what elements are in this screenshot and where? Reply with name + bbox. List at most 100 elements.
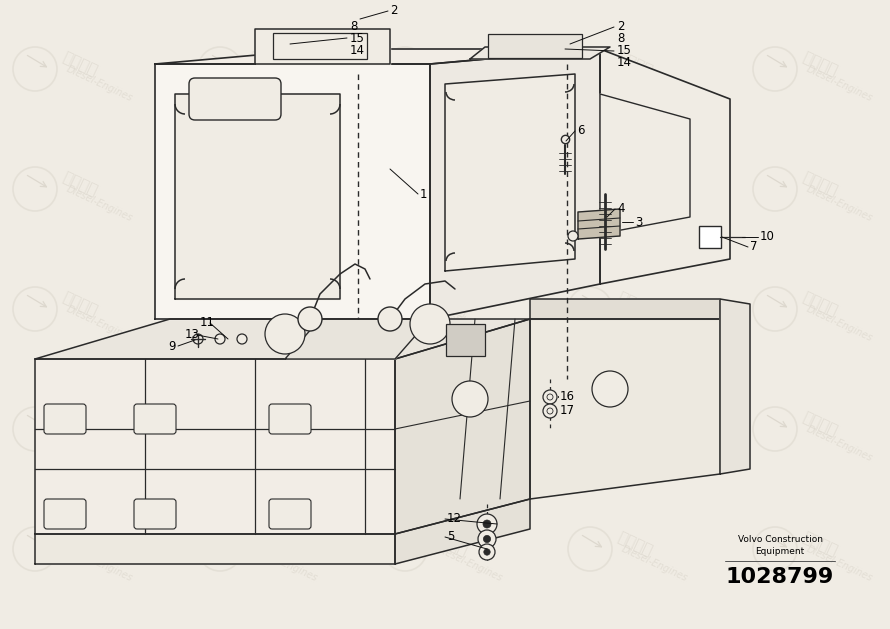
Circle shape (592, 371, 628, 407)
Text: 8: 8 (617, 33, 625, 45)
FancyBboxPatch shape (269, 499, 311, 529)
Text: Diesel-Engines: Diesel-Engines (805, 544, 875, 584)
Polygon shape (395, 319, 530, 534)
Text: 紫发动力: 紫发动力 (430, 289, 470, 318)
Polygon shape (175, 94, 340, 299)
Circle shape (298, 307, 322, 331)
Polygon shape (600, 49, 730, 284)
Text: 紫发动力: 紫发动力 (246, 289, 285, 318)
FancyBboxPatch shape (44, 404, 86, 434)
Circle shape (410, 304, 450, 344)
Circle shape (452, 381, 488, 417)
FancyBboxPatch shape (699, 226, 721, 248)
Circle shape (547, 408, 553, 414)
Text: 紫发动力: 紫发动力 (61, 169, 100, 199)
Text: Diesel-Engines: Diesel-Engines (65, 64, 134, 104)
Polygon shape (155, 49, 600, 64)
Text: 紫发动力: 紫发动力 (615, 289, 655, 318)
Text: Diesel-Engines: Diesel-Engines (65, 424, 134, 464)
Text: 紫发动力: 紫发动力 (246, 169, 285, 199)
Text: Diesel-Engines: Diesel-Engines (620, 184, 690, 224)
Text: 1028799: 1028799 (726, 567, 834, 587)
Text: Diesel-Engines: Diesel-Engines (805, 64, 875, 104)
Polygon shape (445, 74, 575, 271)
Text: 紫发动力: 紫发动力 (800, 289, 839, 318)
Text: Volvo Construction: Volvo Construction (738, 535, 822, 543)
Text: 2: 2 (390, 4, 398, 18)
Text: Diesel-Engines: Diesel-Engines (620, 424, 690, 464)
Text: 14: 14 (350, 43, 365, 57)
Text: 紫发动力: 紫发动力 (61, 289, 100, 318)
Text: Diesel-Engines: Diesel-Engines (250, 424, 320, 464)
Circle shape (547, 394, 553, 400)
FancyBboxPatch shape (44, 499, 86, 529)
Circle shape (265, 314, 305, 354)
FancyBboxPatch shape (488, 34, 582, 58)
FancyBboxPatch shape (134, 404, 176, 434)
Polygon shape (600, 94, 690, 234)
Polygon shape (35, 319, 530, 359)
Text: 紫发动力: 紫发动力 (615, 530, 655, 559)
Text: 紫发动力: 紫发动力 (61, 409, 100, 438)
Polygon shape (35, 359, 395, 534)
Text: Diesel-Engines: Diesel-Engines (250, 304, 320, 344)
Circle shape (543, 390, 557, 404)
Polygon shape (35, 534, 395, 564)
Text: Equipment: Equipment (756, 547, 805, 555)
Polygon shape (430, 49, 600, 319)
Text: 11: 11 (200, 316, 215, 330)
Circle shape (193, 334, 203, 344)
Polygon shape (285, 319, 430, 359)
Circle shape (568, 231, 578, 241)
Text: 7: 7 (750, 240, 757, 253)
Text: 2: 2 (617, 21, 625, 33)
FancyBboxPatch shape (269, 404, 311, 434)
Text: 紫发动力: 紫发动力 (615, 50, 655, 79)
Text: 紫发动力: 紫发动力 (615, 409, 655, 438)
FancyBboxPatch shape (446, 324, 485, 356)
Text: Diesel-Engines: Diesel-Engines (250, 184, 320, 224)
Circle shape (543, 404, 557, 418)
Text: 9: 9 (168, 340, 175, 353)
Text: 6: 6 (577, 125, 585, 138)
Text: 紫发动力: 紫发动力 (800, 169, 839, 199)
Circle shape (483, 535, 490, 543)
Text: 3: 3 (635, 216, 643, 228)
Polygon shape (720, 299, 750, 474)
Text: Diesel-Engines: Diesel-Engines (805, 184, 875, 224)
Circle shape (478, 530, 496, 548)
Text: 紫发动力: 紫发动力 (800, 50, 839, 79)
Text: 12: 12 (447, 513, 462, 525)
Text: 紫发动力: 紫发动力 (246, 50, 285, 79)
Text: 5: 5 (447, 530, 455, 543)
Text: 15: 15 (350, 31, 365, 45)
FancyBboxPatch shape (273, 33, 367, 59)
Polygon shape (395, 499, 530, 564)
Text: 紫发动力: 紫发动力 (61, 530, 100, 559)
Text: Diesel-Engines: Diesel-Engines (250, 544, 320, 584)
Circle shape (378, 307, 402, 331)
Text: 13: 13 (185, 328, 200, 342)
Text: 8: 8 (350, 19, 358, 33)
Text: Diesel-Engines: Diesel-Engines (435, 64, 505, 104)
Text: 紫发动力: 紫发动力 (430, 50, 470, 79)
Text: Diesel-Engines: Diesel-Engines (620, 64, 690, 104)
Text: 紫发动力: 紫发动力 (430, 169, 470, 199)
Text: Diesel-Engines: Diesel-Engines (435, 424, 505, 464)
Text: 紫发动力: 紫发动力 (430, 530, 470, 559)
Text: 紫发动力: 紫发动力 (800, 530, 839, 559)
Text: 10: 10 (760, 230, 775, 243)
Text: 14: 14 (617, 57, 632, 69)
Text: 4: 4 (617, 203, 625, 216)
Text: Diesel-Engines: Diesel-Engines (65, 184, 134, 224)
Text: Diesel-Engines: Diesel-Engines (805, 424, 875, 464)
Polygon shape (578, 209, 620, 239)
Text: Diesel-Engines: Diesel-Engines (250, 64, 320, 104)
FancyBboxPatch shape (189, 78, 281, 120)
Polygon shape (155, 64, 430, 319)
FancyBboxPatch shape (134, 499, 176, 529)
Text: Diesel-Engines: Diesel-Engines (65, 304, 134, 344)
Circle shape (215, 334, 225, 344)
Polygon shape (255, 29, 390, 64)
Text: 紫发动力: 紫发动力 (61, 50, 100, 79)
